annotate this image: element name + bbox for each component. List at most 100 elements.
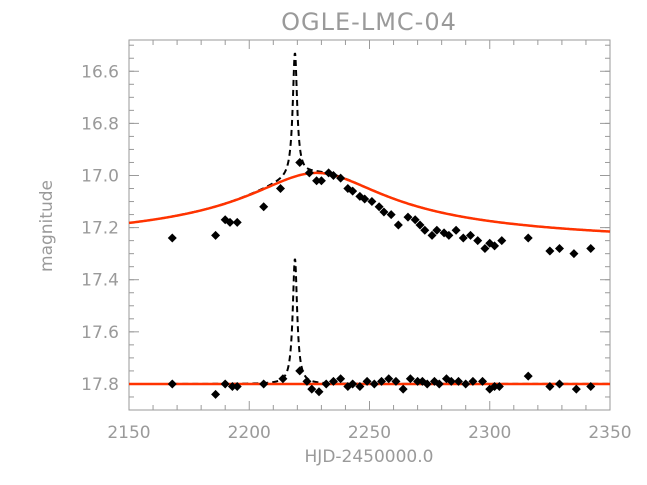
lower-data-point [494,382,504,392]
lower-data-point [398,384,408,394]
lower-data-point [369,379,379,389]
lower-data-point [422,379,432,389]
upper-data-point [225,217,235,227]
upper-data-point [444,230,454,240]
upper-data-point [554,243,564,253]
upper-data-point [232,217,242,227]
upper-data-point [304,168,314,178]
upper-data-point [336,173,346,183]
upper-data-point [466,230,476,240]
lower-data-point [468,376,478,386]
upper-data-point [490,241,500,251]
lower-data-point [405,374,415,384]
lower-data-point [355,382,365,392]
upper-data-point [497,236,507,246]
upper-data-point [393,220,403,230]
lower-data-point [167,379,177,389]
lower-data-point [391,376,401,386]
upper-data-point [415,220,425,230]
y-tick-label: 17.6 [81,323,119,343]
x-tick-label: 2350 [588,423,631,443]
y-tick-label: 17.8 [81,375,119,395]
lower-data-point [321,379,331,389]
upper-dashed-model [172,52,611,233]
upper-data-point [545,246,555,256]
lower-data-point [377,376,387,386]
upper-data-point [420,225,430,235]
upper-data-point [473,236,483,246]
lower-data-point [336,374,346,384]
upper-data-point [367,197,377,207]
y-tick-label: 16.8 [81,114,119,134]
upper-data-point [328,170,338,180]
lower-data-point [259,379,269,389]
lower-data-point [328,376,338,386]
lower-data-point [302,376,312,386]
x-ticks: 2150 2200 2250 2300 2350 [107,40,632,443]
upper-data-point [379,207,389,217]
lower-data-point [586,382,596,392]
upper-data-point [410,215,420,225]
lower-data-point [490,382,500,392]
x-tick-label: 2150 [107,423,150,443]
upper-data-point [312,176,322,186]
lower-data-point [523,371,533,381]
y-tick-label: 16.6 [81,62,119,82]
upper-fit-curve [128,171,611,233]
lower-data-point [278,374,288,384]
upper-data-point [523,233,533,243]
y-tick-label: 17.2 [81,219,119,239]
upper-data-point [316,176,326,186]
lower-data-point [362,376,372,386]
lower-data-point [211,389,221,399]
lower-data-point [545,382,555,392]
upper-data-point [348,186,358,196]
lower-data-point [461,379,471,389]
lower-data-point [446,376,456,386]
chart-title: OGLE-LMC-04 [281,8,457,36]
lower-data-point [220,379,230,389]
upper-data-point [586,243,596,253]
upper-data-point [374,202,384,212]
upper-data-point [432,225,442,235]
points-layer [167,157,596,399]
x-tick-label: 2300 [468,423,511,443]
y-tick-label: 17.0 [81,166,119,186]
lower-data-point [434,379,444,389]
upper-data-point [427,230,437,240]
lower-data-point [478,376,488,386]
upper-data-point [211,230,221,240]
upper-data-point [295,157,305,167]
lower-data-point [232,382,242,392]
y-axis-label: magnitude [37,180,57,272]
x-tick-label: 2250 [348,423,391,443]
lower-data-point [571,384,581,394]
x-tick-label: 2200 [228,423,271,443]
upper-data-point [403,212,413,222]
lower-data-point [413,376,423,386]
upper-data-point [451,225,461,235]
upper-data-point [167,233,177,243]
lower-data-point [227,382,237,392]
upper-data-point [386,210,396,220]
lower-data-point [384,374,394,384]
lower-data-point [453,376,463,386]
y-tick-label: 17.4 [81,271,119,291]
lower-dashed-model [172,258,610,385]
series-layer [128,52,611,386]
plot-frame [128,39,611,411]
x-axis-label: HJD-2450000.0 [305,447,434,467]
lower-data-point [314,387,324,397]
upper-data-point [276,184,286,194]
lower-data-point [348,379,358,389]
lower-data-point [307,384,317,394]
y-ticks: 16.6 16.8 17.0 17.2 17.4 17.6 17.8 [81,44,610,398]
lower-data-point [554,379,564,389]
upper-data-point [569,249,579,259]
upper-data-point [360,194,370,204]
lower-data-point [295,366,305,376]
upper-data-point [458,233,468,243]
upper-data-point [480,243,490,253]
upper-data-point [259,202,269,212]
